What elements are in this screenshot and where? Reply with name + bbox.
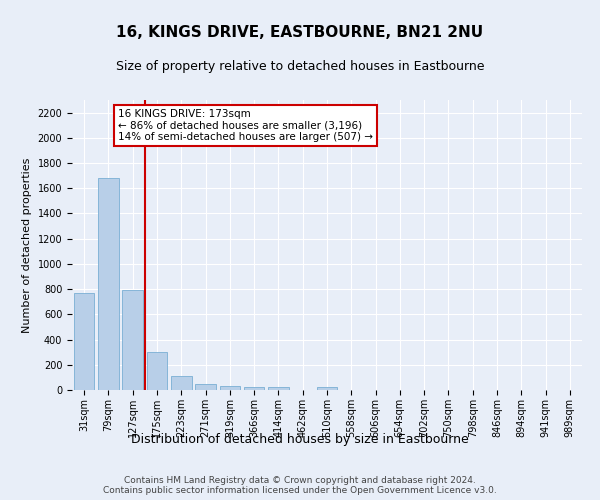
Bar [195,384,216,390]
Bar [146,352,167,390]
Bar [74,293,94,390]
Text: Contains HM Land Registry data © Crown copyright and database right 2024.
Contai: Contains HM Land Registry data © Crown c… [103,476,497,495]
Bar [268,387,289,390]
Y-axis label: Number of detached properties: Number of detached properties [22,158,32,332]
Bar [98,178,119,390]
Bar [220,386,240,390]
Bar [122,290,143,390]
Text: Size of property relative to detached houses in Eastbourne: Size of property relative to detached ho… [116,60,484,73]
Text: Distribution of detached houses by size in Eastbourne: Distribution of detached houses by size … [131,432,469,446]
Bar [317,387,337,390]
Bar [171,376,191,390]
Text: 16 KINGS DRIVE: 173sqm
← 86% of detached houses are smaller (3,196)
14% of semi-: 16 KINGS DRIVE: 173sqm ← 86% of detached… [118,108,373,142]
Text: 16, KINGS DRIVE, EASTBOURNE, BN21 2NU: 16, KINGS DRIVE, EASTBOURNE, BN21 2NU [116,25,484,40]
Bar [244,386,265,390]
